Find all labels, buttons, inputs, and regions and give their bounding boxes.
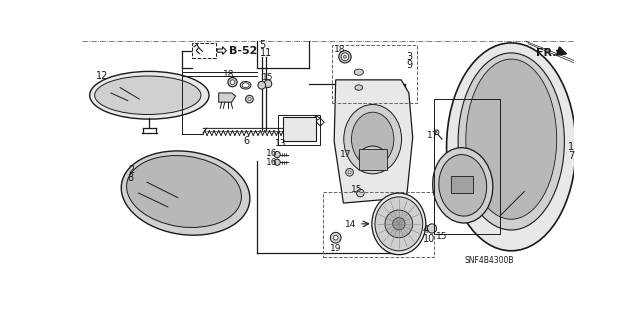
Text: 1: 1 xyxy=(568,142,574,152)
Text: 7: 7 xyxy=(568,151,575,161)
Circle shape xyxy=(295,124,300,129)
Text: 19: 19 xyxy=(330,244,342,253)
Circle shape xyxy=(304,124,308,129)
Circle shape xyxy=(346,168,353,176)
Circle shape xyxy=(333,235,338,240)
Text: 8: 8 xyxy=(128,173,134,183)
Ellipse shape xyxy=(289,122,310,137)
Circle shape xyxy=(258,81,266,89)
Circle shape xyxy=(463,182,466,185)
Circle shape xyxy=(230,80,235,85)
Ellipse shape xyxy=(375,197,422,251)
Text: 9: 9 xyxy=(406,60,413,70)
Ellipse shape xyxy=(344,105,401,174)
Circle shape xyxy=(228,78,237,87)
Circle shape xyxy=(428,224,436,233)
Circle shape xyxy=(295,132,300,137)
Text: 15: 15 xyxy=(436,232,447,241)
Bar xyxy=(192,43,216,58)
Text: 17: 17 xyxy=(427,131,438,140)
Text: 18: 18 xyxy=(223,70,234,79)
Ellipse shape xyxy=(359,146,386,168)
Circle shape xyxy=(468,182,471,185)
Circle shape xyxy=(435,130,439,135)
Text: 18: 18 xyxy=(334,45,346,54)
Text: FR.: FR. xyxy=(536,48,556,58)
Polygon shape xyxy=(217,47,227,55)
Circle shape xyxy=(452,182,455,185)
Circle shape xyxy=(385,210,413,238)
Ellipse shape xyxy=(458,53,564,230)
Bar xyxy=(451,176,473,193)
Bar xyxy=(332,45,417,103)
Circle shape xyxy=(330,232,341,243)
Text: 2: 2 xyxy=(128,165,134,175)
Polygon shape xyxy=(359,149,387,170)
Ellipse shape xyxy=(296,126,303,132)
Ellipse shape xyxy=(372,193,426,255)
Polygon shape xyxy=(334,80,413,203)
Ellipse shape xyxy=(90,71,209,119)
Ellipse shape xyxy=(292,124,307,134)
Text: 4: 4 xyxy=(422,225,429,235)
Circle shape xyxy=(393,218,405,230)
Ellipse shape xyxy=(355,85,363,90)
Text: 3: 3 xyxy=(406,52,413,62)
Ellipse shape xyxy=(127,156,241,227)
Text: SNF4B4300B: SNF4B4300B xyxy=(465,256,515,265)
Text: 17: 17 xyxy=(340,150,351,159)
Ellipse shape xyxy=(121,151,250,235)
Text: 6: 6 xyxy=(243,137,250,146)
Ellipse shape xyxy=(242,83,249,87)
Text: 5: 5 xyxy=(259,40,266,50)
Text: 14: 14 xyxy=(345,220,356,229)
Bar xyxy=(284,117,316,141)
Ellipse shape xyxy=(240,81,251,89)
Circle shape xyxy=(356,189,364,197)
Text: 16: 16 xyxy=(266,158,278,167)
Polygon shape xyxy=(219,93,236,102)
Text: 12: 12 xyxy=(95,71,108,81)
Text: 10: 10 xyxy=(422,234,435,244)
Circle shape xyxy=(274,152,280,158)
Ellipse shape xyxy=(447,43,576,251)
Ellipse shape xyxy=(439,155,486,216)
Circle shape xyxy=(344,55,346,58)
Circle shape xyxy=(339,51,351,63)
Circle shape xyxy=(246,95,253,103)
Circle shape xyxy=(285,124,291,129)
Ellipse shape xyxy=(351,112,394,166)
Text: 16: 16 xyxy=(266,149,278,158)
Circle shape xyxy=(264,80,272,87)
Ellipse shape xyxy=(95,76,201,115)
Text: B-52: B-52 xyxy=(228,46,257,56)
Text: 13: 13 xyxy=(275,138,286,147)
Text: 15: 15 xyxy=(262,73,273,82)
Circle shape xyxy=(458,182,460,185)
Ellipse shape xyxy=(466,59,557,219)
Circle shape xyxy=(348,171,351,174)
Ellipse shape xyxy=(354,69,364,75)
Text: 15: 15 xyxy=(351,185,363,195)
Circle shape xyxy=(248,98,251,101)
Ellipse shape xyxy=(433,148,493,223)
Bar xyxy=(323,191,435,257)
Text: 11: 11 xyxy=(259,48,272,58)
Bar xyxy=(435,99,500,234)
Circle shape xyxy=(341,53,349,61)
Circle shape xyxy=(274,159,280,165)
